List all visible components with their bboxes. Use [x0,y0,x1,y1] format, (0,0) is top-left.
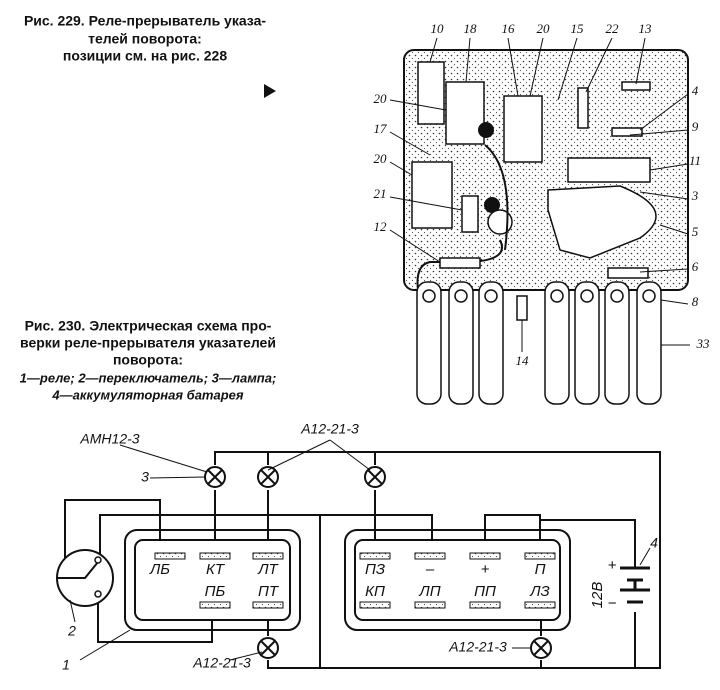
callout: 13 [639,21,653,36]
schematic [56,439,661,669]
callout: 6 [692,259,699,274]
callout: 11 [689,153,701,168]
terminal-label: ЛЗ [529,583,550,600]
terminal-label: + [481,561,490,578]
callout: 9 [692,119,699,134]
terminal-label: ПП [474,583,496,600]
callout: 10 [431,21,445,36]
callout: 20 [374,151,388,166]
lamp-label: А12-21-3 [448,639,507,655]
caption-line: поворота: [113,352,183,368]
callout: 16 [502,21,516,36]
lamp-label: А12-21-3 [192,655,251,671]
caption-line: телей поворота: [88,31,202,47]
callout: 21 [374,186,387,201]
terminal-label: – [425,561,435,578]
terminal-label: ПЗ [365,561,385,578]
relay-drawing [403,49,689,291]
terminal-label: КТ [206,561,226,578]
callout-leaders [389,37,690,352]
legend-line: 4—аккумуляторная батарея [51,387,243,402]
terminal-label: ЛТ [257,561,279,578]
terminal-label: КП [365,583,385,600]
callout: 17 [374,121,388,136]
caption-line: позиции см. на рис. 228 [63,48,227,64]
legend-line: 1—реле; 2—переключатель; 3—лампа; [20,370,277,385]
callout: 12 [374,219,388,234]
terminal-label: ПБ [205,583,226,600]
caption-line: Рис. 229. Реле-прерыватель указа- [24,13,266,29]
terminal-label: ЛП [418,583,440,600]
terminal-label: ЛБ [149,561,170,578]
caption-line: Рис. 230. Электрическая схема про- [25,318,272,334]
callout: 14 [516,353,530,368]
callout: 15 [571,21,585,36]
callout: 5 [692,224,699,239]
callout: 3 [691,188,699,203]
callout: 20 [374,91,388,106]
callout: 22 [606,21,620,36]
caption-line: верки реле-прерывателя указателей [20,335,276,351]
callout: 18 [464,21,478,36]
terminal-label: ПТ [258,583,280,600]
battery-label: − [608,595,617,612]
callout: 4 [692,83,699,98]
callout: 8 [692,294,699,309]
terminal-label: П [535,561,546,578]
callout: 33 [696,336,711,351]
callout: 20 [537,21,551,36]
battery-label: 12В [589,582,606,609]
battery-label: + [608,557,617,574]
terminals [416,281,662,405]
callout: 4 [650,535,658,551]
callout: 2 [67,623,76,639]
callout: 3 [141,469,149,485]
lamp-label: А12-21-3 [300,421,359,437]
arrow-marker [264,84,276,98]
callout: 1 [62,657,70,673]
lamp-label: АМН12-3 [79,431,139,447]
